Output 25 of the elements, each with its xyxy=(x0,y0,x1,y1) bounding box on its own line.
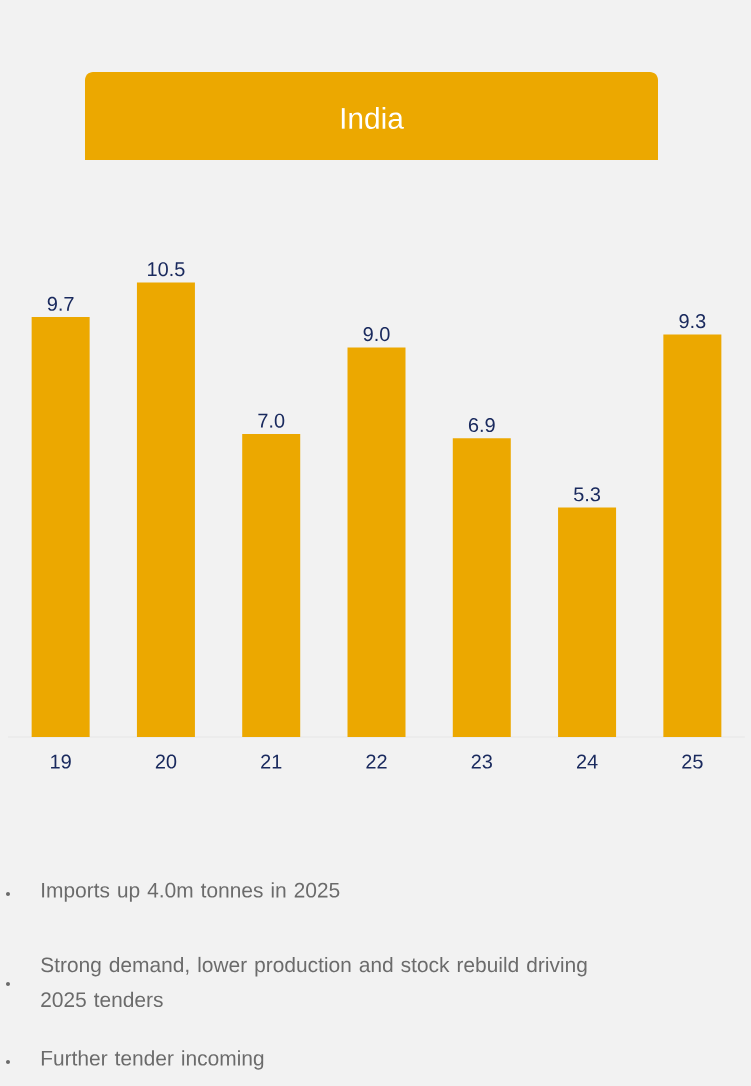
x-tick-label: 24 xyxy=(576,754,598,769)
bar xyxy=(663,334,722,737)
chart-title: India xyxy=(341,107,404,129)
bar xyxy=(242,433,301,737)
x-tick-label: 20 xyxy=(155,754,177,769)
x-tick-label: 25 xyxy=(682,754,703,769)
data-label: 9.3 xyxy=(679,314,706,329)
x-tick-label: 22 xyxy=(366,754,387,769)
bar xyxy=(347,347,406,737)
data-label: 5.3 xyxy=(574,487,601,502)
text: Further tender incoming xyxy=(41,1050,264,1070)
text: Imports up 4.0m tonnes in 2025 xyxy=(42,882,340,902)
x-tick-label: 23 xyxy=(471,754,492,769)
x-tick-label: 19 xyxy=(51,754,71,769)
data-label: 6.9 xyxy=(468,417,495,433)
bar xyxy=(31,317,90,737)
x-tick-label: 21 xyxy=(261,754,282,769)
data-label: 10.5 xyxy=(148,262,185,277)
data-label: 9.0 xyxy=(363,327,390,342)
bar xyxy=(558,507,617,737)
data-label: 7.0 xyxy=(258,413,285,428)
data-label: 9.7 xyxy=(47,296,74,311)
bar xyxy=(452,438,511,737)
bar xyxy=(136,282,195,737)
text: Strong demand, lower production and stock rebuild driving 2025 tenders xyxy=(41,956,587,1008)
